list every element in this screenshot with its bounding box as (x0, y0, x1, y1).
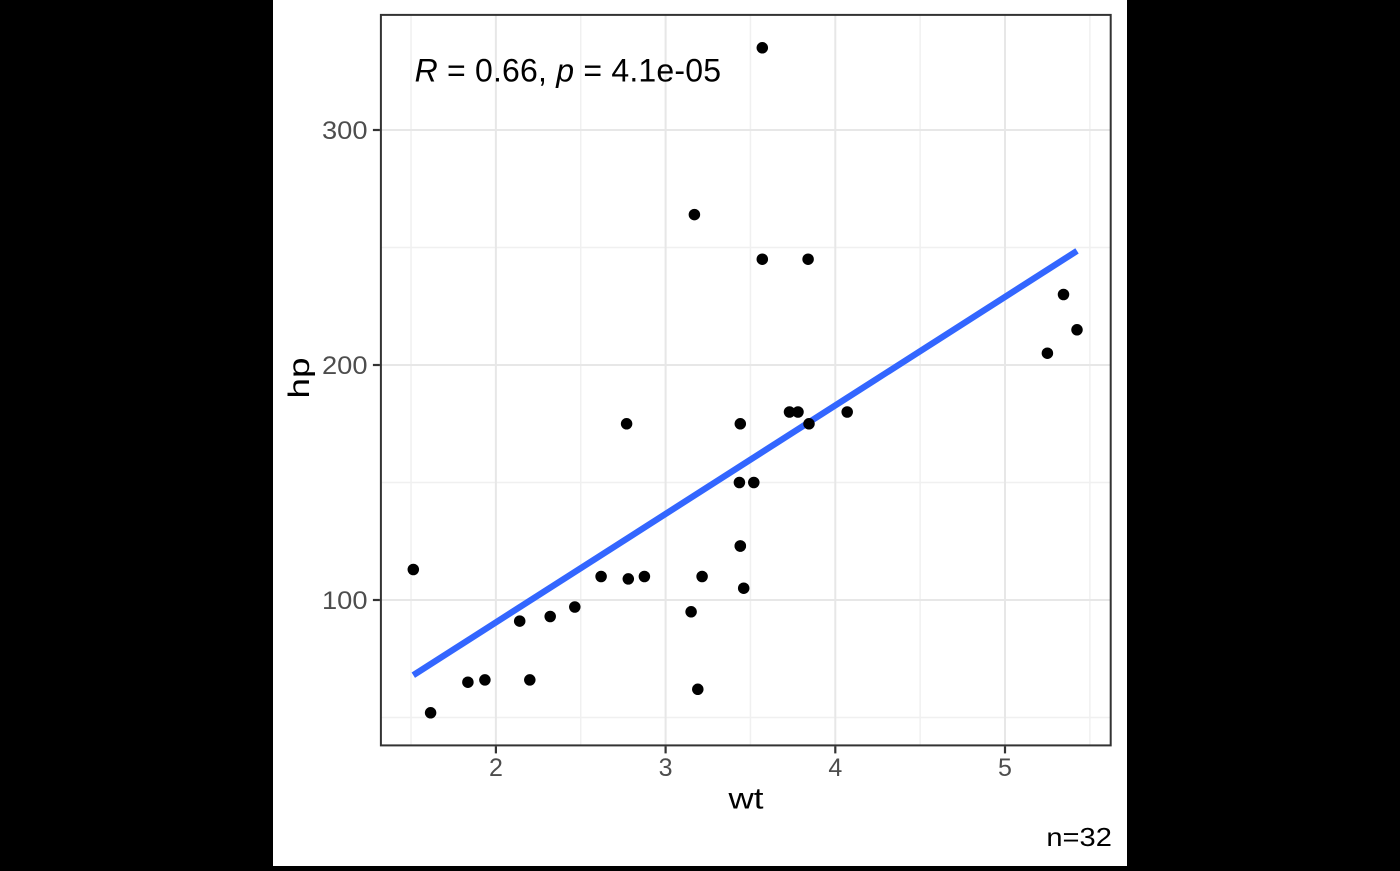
svg-text:200: 200 (322, 352, 368, 380)
svg-text:300: 300 (322, 117, 368, 145)
svg-text:3: 3 (659, 754, 673, 782)
svg-text:2: 2 (489, 754, 503, 782)
svg-text:R = 0.66, p = 4.1e-05: R = 0.66, p = 4.1e-05 (415, 52, 722, 88)
svg-text:n=32: n=32 (1046, 822, 1112, 852)
svg-text:hp: hp (283, 358, 316, 399)
svg-text:100: 100 (322, 587, 368, 615)
svg-text:4: 4 (828, 754, 842, 782)
svg-text:wt: wt (727, 783, 764, 816)
svg-text:5: 5 (998, 754, 1012, 782)
